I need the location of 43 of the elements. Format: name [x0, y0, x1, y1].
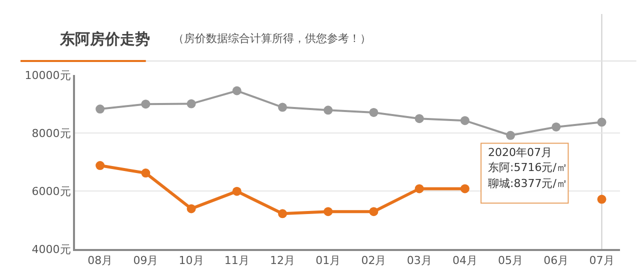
point — [278, 102, 288, 112]
point — [141, 100, 150, 109]
point — [96, 161, 105, 170]
chart-subtitle: （房价数据综合计算所得，供您参考！） — [173, 32, 371, 45]
point — [369, 108, 378, 117]
point — [324, 106, 333, 115]
x-tick-label: 01月 — [316, 254, 341, 268]
y-tick-label: 6000元 — [32, 184, 71, 198]
y-tick-label: 8000元 — [32, 126, 71, 140]
point — [232, 86, 242, 96]
x-tick-label: 07月 — [589, 254, 614, 268]
point — [369, 207, 378, 216]
chart-title: 东阿房价走势 — [59, 30, 150, 48]
y-tick-label: 4000元 — [32, 242, 71, 256]
x-tick-label: 12月 — [270, 254, 296, 268]
point — [597, 118, 606, 127]
point — [414, 114, 424, 124]
point — [186, 99, 196, 108]
point — [506, 130, 516, 140]
x-tick-label: 10月 — [178, 254, 204, 268]
x-tick-label: 06月 — [544, 254, 569, 268]
point — [96, 104, 105, 114]
x-tick-label: 05月 — [498, 254, 524, 268]
annotation: 2020年07月 — [488, 146, 552, 159]
point — [141, 168, 150, 178]
x-tick-label: 09月 — [133, 254, 158, 268]
x-tick-label: 04月 — [452, 254, 478, 268]
point — [414, 184, 424, 194]
x-tick-label: 08月 — [88, 254, 113, 268]
point — [460, 116, 470, 126]
annotation: 东阿:5716元/㎡ — [488, 161, 568, 174]
y-tick-label: 10000元 — [24, 68, 71, 82]
point — [186, 204, 196, 214]
point — [460, 184, 470, 194]
point — [597, 194, 606, 204]
x-tick-label: 11月 — [224, 254, 250, 268]
x-tick-label: 02月 — [361, 254, 386, 268]
point — [278, 209, 288, 218]
point — [552, 122, 561, 132]
point — [324, 207, 333, 216]
point — [232, 186, 242, 196]
x-tick-label: 03月 — [406, 254, 432, 268]
annotation: 聊城:8377元/㎡ — [488, 177, 568, 190]
